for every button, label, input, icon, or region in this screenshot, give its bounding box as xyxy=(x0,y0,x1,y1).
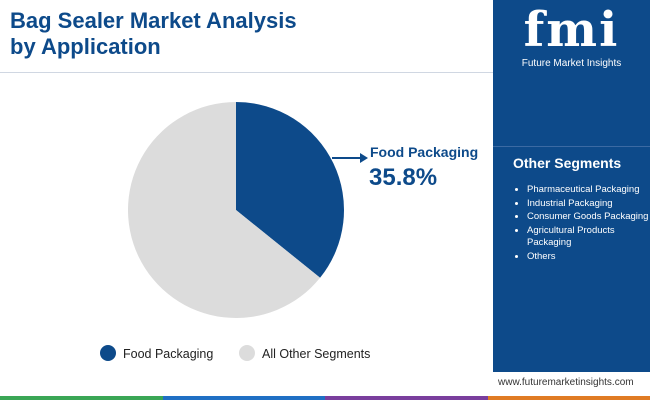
divider xyxy=(0,72,493,73)
callout-label: Food Packaging xyxy=(370,144,478,160)
legend-label: Food Packaging xyxy=(123,347,213,361)
arrow-head xyxy=(360,153,368,163)
color-strip xyxy=(0,396,650,400)
legend-swatch xyxy=(239,345,255,361)
segment-item: Others xyxy=(527,251,650,264)
legend-label: All Other Segments xyxy=(262,347,370,361)
segment-item: Pharmaceutical Packaging xyxy=(527,184,650,197)
chart-title: Bag Sealer Market Analysis by Applicatio… xyxy=(10,8,297,59)
sidebar: fmi Future Market Insights Other Segment… xyxy=(493,0,650,372)
logo: fmi xyxy=(523,2,620,58)
sidebar-heading: Other Segments xyxy=(513,155,622,171)
segment-item: Industrial Packaging xyxy=(527,198,650,211)
legend-swatch xyxy=(100,345,116,361)
callout-value: 35.8% xyxy=(369,164,437,191)
segment-list: Pharmaceutical PackagingIndustrial Packa… xyxy=(511,184,650,264)
segment-item: Consumer Goods Packaging xyxy=(527,211,650,224)
divider xyxy=(493,146,650,147)
website: www.futuremarketinsights.com xyxy=(498,377,634,388)
segment-item: Agricultural Products Packaging xyxy=(527,225,650,250)
chart: Food Packaging 35.8% Food Packaging All Oth… xyxy=(100,102,478,361)
pie-slice xyxy=(128,102,321,319)
brand: Future Market Insights xyxy=(521,58,622,69)
pie-slice xyxy=(236,102,344,278)
